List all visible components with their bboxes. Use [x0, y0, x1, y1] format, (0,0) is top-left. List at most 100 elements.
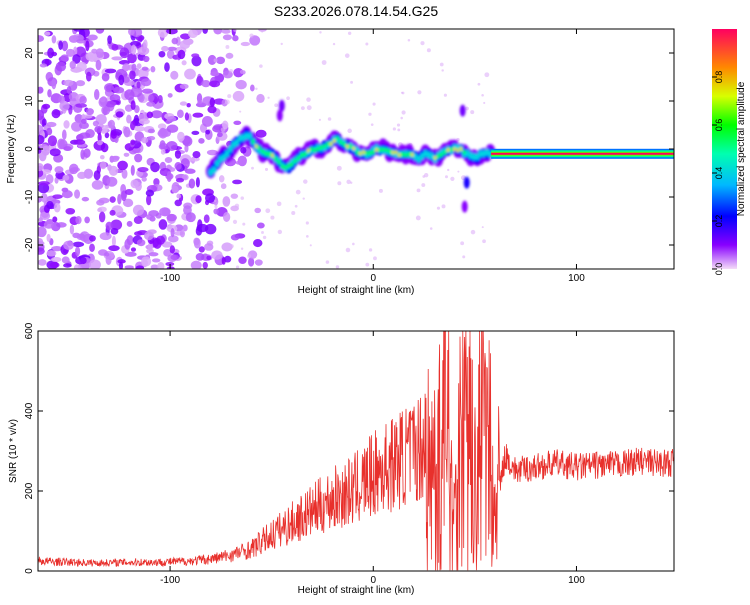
signal-blob [352, 146, 356, 151]
noise-speck [417, 90, 422, 95]
noise-blob [57, 138, 65, 150]
noise-speck [365, 262, 370, 267]
noise-blob [89, 259, 101, 269]
signal-blob [224, 150, 230, 158]
noise-blob [232, 179, 243, 185]
signal-blob [371, 150, 375, 155]
signal-blob [316, 146, 320, 152]
noise-blob [217, 132, 223, 138]
noise-speck [305, 221, 309, 225]
noise-speck [441, 204, 446, 209]
noise-speck [347, 128, 352, 134]
noise-speck [239, 69, 245, 74]
signal-blob [247, 132, 252, 140]
noise-blob [100, 143, 109, 153]
signal-track [205, 99, 496, 213]
noise-speck [240, 247, 244, 250]
noise-blob [134, 231, 143, 236]
noise-speck [303, 179, 308, 184]
noise-blob [124, 251, 137, 257]
colorbar-tick-label: 0.8 [714, 71, 724, 84]
noise-speck [232, 219, 238, 224]
noise-blob [235, 160, 244, 165]
noise-blob [38, 86, 44, 94]
noise-blob [63, 146, 72, 152]
noise-blob [152, 258, 161, 263]
noise-speck [462, 255, 466, 259]
noise-blob [72, 241, 85, 248]
noise-blob [63, 240, 74, 251]
noise-speck [332, 42, 336, 46]
noise-speck [365, 42, 369, 46]
noise-blob [215, 56, 226, 65]
signal-blob [319, 145, 323, 150]
noise-speck [265, 208, 271, 214]
noise-speck [482, 239, 486, 244]
noise-blob [93, 170, 101, 181]
signal-blob [471, 153, 477, 161]
noise-blob [59, 100, 70, 111]
noise-blob [109, 155, 120, 163]
noise-speck [415, 215, 421, 221]
noise-blob [204, 243, 214, 251]
noise-blob [179, 229, 185, 238]
noise-speck [302, 197, 305, 200]
noise-blob [38, 247, 45, 255]
noise-speck [214, 199, 217, 203]
signal-blob [254, 143, 258, 149]
noise-speck [227, 94, 232, 99]
signal-blob [303, 151, 307, 157]
noise-blob [130, 100, 136, 111]
noise-blob [130, 179, 139, 189]
noise-speck [392, 127, 396, 131]
noise-blob [38, 124, 44, 135]
signal-blob [446, 147, 450, 153]
noise-speck [277, 229, 283, 235]
signal-blob [227, 145, 233, 153]
x-tick-label: 100 [568, 575, 585, 586]
signal-blob [274, 156, 278, 162]
spectrogram-marks [38, 29, 674, 269]
signal-blob [251, 139, 255, 144]
noise-blob [84, 216, 90, 224]
noise-blob [177, 109, 184, 119]
noise-blob [97, 132, 102, 143]
noise-blob [147, 128, 156, 134]
signal-blob [234, 139, 239, 147]
noise-speck [327, 117, 332, 121]
noise-blob [126, 220, 133, 227]
noise-blob [232, 35, 239, 42]
noise-blob [146, 101, 156, 107]
noise-speck [483, 101, 486, 104]
noise-blob [98, 197, 110, 204]
signal-blob [290, 162, 294, 167]
noise-blob [130, 247, 137, 252]
signal-blob [313, 148, 317, 153]
signal-blob [280, 164, 284, 169]
noise-speck [240, 196, 245, 200]
noise-blob [97, 140, 103, 146]
signal-blob [306, 148, 310, 153]
x-tick-label: -100 [160, 575, 180, 586]
noise-blob [192, 150, 201, 159]
noise-blob [76, 38, 86, 44]
y-tick-label: 0 [24, 146, 35, 152]
noise-blob [181, 60, 187, 66]
noise-blob [73, 139, 86, 145]
noise-blob [138, 36, 143, 43]
noise-blob [248, 257, 255, 267]
noise-blob [79, 95, 87, 105]
noise-blob [106, 176, 118, 187]
noise-blob [163, 249, 172, 257]
noise-blob [49, 148, 61, 157]
noise-blob [104, 252, 110, 257]
noise-blob [230, 234, 240, 241]
snr-panel: -100 0 100 0 200 400 600 Height of straight l… [8, 322, 675, 596]
noise-blob [117, 193, 122, 205]
noise-blob [174, 150, 182, 159]
noise-speck [239, 110, 242, 113]
noise-blob [117, 160, 128, 171]
noise-blob [146, 213, 153, 220]
noise-blob [92, 120, 100, 127]
noise-blob [141, 88, 154, 94]
